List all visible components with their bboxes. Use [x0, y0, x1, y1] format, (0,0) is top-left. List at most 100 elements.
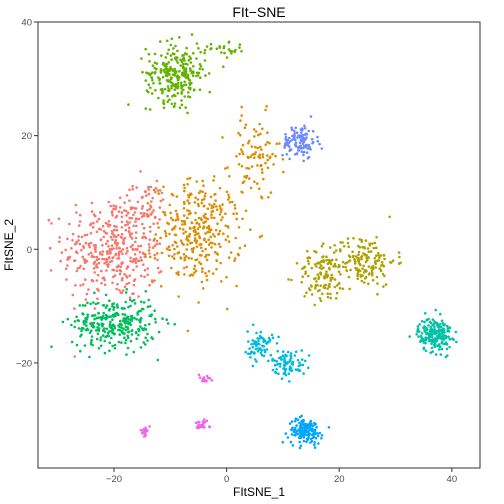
data-point — [153, 216, 157, 219]
data-point — [139, 346, 143, 349]
data-point — [255, 344, 258, 348]
data-point — [142, 428, 145, 432]
data-point — [346, 237, 350, 240]
data-point — [173, 88, 176, 91]
data-point — [82, 327, 85, 330]
data-point — [162, 106, 166, 110]
data-point — [139, 274, 143, 278]
data-point — [133, 316, 136, 320]
data-point — [375, 275, 379, 279]
data-point — [290, 433, 294, 436]
data-point — [244, 209, 248, 213]
data-point — [148, 108, 152, 111]
data-point — [89, 222, 93, 226]
data-point — [112, 331, 115, 335]
data-point — [162, 185, 165, 189]
data-point — [425, 318, 429, 322]
data-point — [264, 342, 268, 345]
data-point — [167, 245, 171, 248]
data-point — [99, 338, 102, 342]
data-point — [102, 314, 105, 318]
data-point — [203, 237, 206, 241]
data-point — [303, 124, 306, 128]
data-point — [253, 351, 256, 355]
data-point — [376, 282, 379, 285]
data-point — [170, 58, 173, 61]
data-point — [377, 254, 380, 257]
data-point — [309, 284, 313, 287]
data-point — [184, 69, 188, 73]
data-point — [95, 230, 99, 234]
data-point — [148, 283, 151, 287]
data-point — [260, 195, 263, 199]
data-point — [307, 354, 311, 357]
data-point — [305, 136, 308, 139]
data-point — [415, 333, 418, 336]
data-point — [78, 213, 82, 217]
data-point — [455, 340, 458, 344]
data-point — [192, 88, 196, 92]
data-point — [111, 281, 114, 285]
data-point — [224, 167, 227, 170]
data-point — [296, 358, 300, 362]
data-point — [374, 254, 378, 257]
data-point — [218, 213, 222, 216]
data-point — [294, 431, 298, 435]
data-point — [309, 437, 313, 441]
data-point — [157, 330, 161, 334]
data-point — [334, 249, 338, 252]
data-point — [257, 133, 260, 137]
data-point — [295, 131, 299, 134]
data-point — [283, 370, 287, 374]
data-point — [183, 222, 187, 226]
data-point — [104, 242, 108, 246]
data-point — [355, 268, 358, 272]
data-point — [298, 415, 302, 419]
data-point — [337, 265, 340, 269]
data-point — [49, 269, 53, 272]
data-point — [257, 187, 261, 190]
data-point — [288, 136, 291, 140]
data-point — [154, 233, 157, 236]
data-point — [173, 102, 177, 105]
data-point — [371, 242, 374, 245]
data-point — [276, 349, 280, 353]
data-point — [266, 158, 270, 162]
data-point — [193, 225, 196, 229]
data-point — [338, 286, 342, 290]
data-point — [322, 260, 326, 264]
data-point — [178, 227, 182, 230]
data-point — [66, 264, 69, 267]
data-point — [265, 104, 268, 108]
data-point — [74, 203, 78, 207]
data-point — [243, 126, 247, 130]
data-point — [165, 65, 168, 68]
data-point — [198, 67, 202, 71]
data-point — [194, 421, 198, 425]
data-point — [378, 267, 382, 270]
data-point — [184, 106, 187, 109]
data-point — [448, 345, 451, 349]
data-point — [196, 424, 200, 428]
data-point — [210, 210, 213, 214]
data-points — [47, 33, 458, 450]
data-point — [278, 365, 282, 368]
data-point — [78, 266, 81, 270]
data-point — [193, 233, 197, 237]
data-point — [99, 336, 103, 339]
data-point — [146, 332, 149, 336]
data-point — [215, 205, 218, 208]
data-point — [187, 78, 191, 81]
data-point — [116, 241, 120, 245]
data-point — [152, 188, 156, 192]
data-point — [95, 255, 99, 259]
data-point — [115, 244, 119, 247]
data-point — [168, 73, 171, 76]
data-point — [311, 427, 314, 431]
data-point — [124, 322, 127, 325]
data-point — [324, 274, 327, 278]
data-point — [433, 332, 437, 336]
data-point — [153, 61, 157, 64]
data-point — [294, 126, 298, 130]
data-point — [374, 262, 378, 266]
